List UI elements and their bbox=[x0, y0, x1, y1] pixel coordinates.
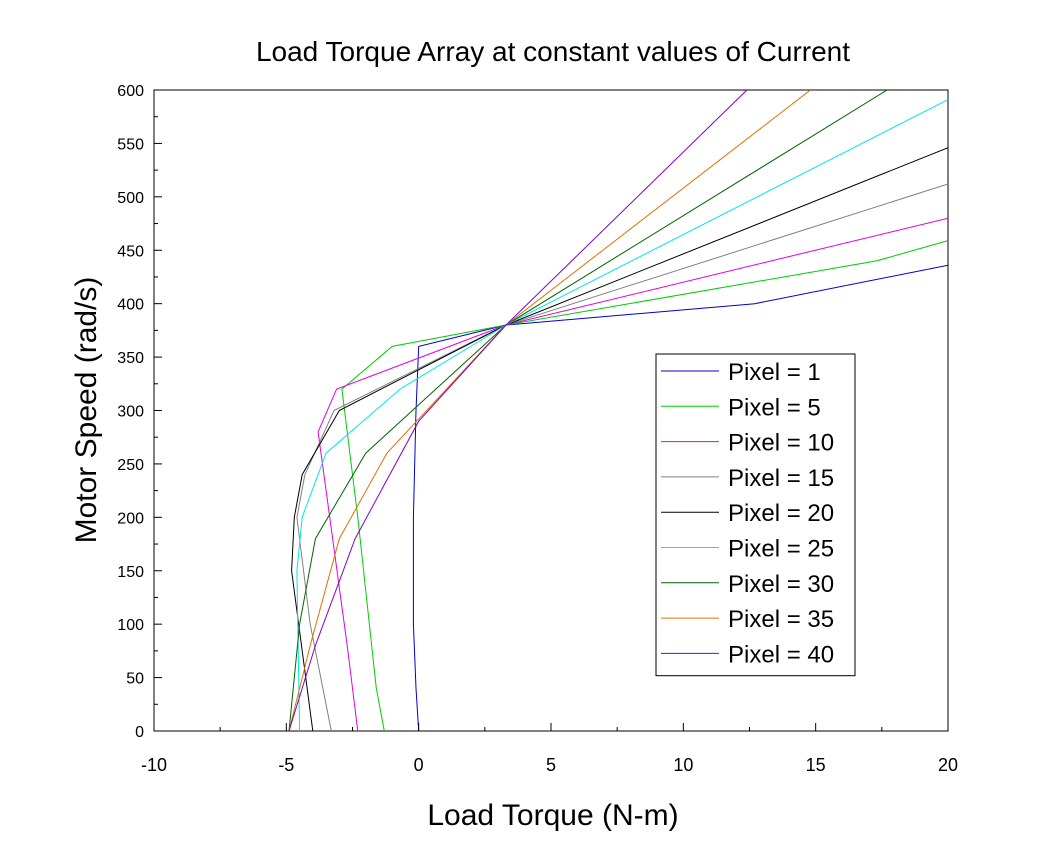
x-tick-label: 5 bbox=[546, 755, 556, 775]
legend-box bbox=[655, 353, 856, 677]
legend-label: Pixel = 10 bbox=[728, 430, 834, 457]
legend-label: Pixel = 1 bbox=[728, 359, 821, 386]
y-tick-label: 0 bbox=[135, 724, 144, 741]
series-line-7 bbox=[288, 90, 888, 731]
series-line-3 bbox=[317, 217, 948, 731]
series-line-9 bbox=[288, 90, 748, 731]
legend-label: Pixel = 30 bbox=[728, 571, 834, 598]
y-tick-label: 200 bbox=[117, 510, 144, 527]
y-tick-label: 450 bbox=[117, 243, 144, 260]
y-tick-label: 400 bbox=[117, 297, 144, 314]
legend-label: Pixel = 25 bbox=[728, 536, 834, 563]
axes: -10 -5 0 5 10 15 20050100150200250300350400450… bbox=[117, 83, 958, 775]
y-tick-label: 250 bbox=[117, 457, 144, 474]
x-tick-label: 10 bbox=[673, 755, 693, 775]
legend-label: Pixel = 5 bbox=[728, 394, 821, 421]
plot-area: -10 -5 0 5 10 15 20050100150200250300350400450… bbox=[117, 83, 958, 775]
series-line-8 bbox=[288, 90, 811, 731]
series-layer bbox=[288, 90, 948, 731]
series-line-1 bbox=[412, 264, 948, 731]
legend-label: Pixel = 40 bbox=[728, 641, 834, 668]
legend-label: Pixel = 15 bbox=[728, 465, 834, 492]
x-tick-label: 15 bbox=[806, 755, 826, 775]
y-tick-label: 500 bbox=[117, 190, 144, 207]
legend-label: Pixel = 35 bbox=[728, 606, 834, 633]
y-tick-label: 300 bbox=[117, 404, 144, 421]
series-line-2 bbox=[341, 240, 948, 731]
y-axis-title: Motor Speed (rad/s) bbox=[70, 277, 103, 544]
y-tick-label: 600 bbox=[117, 83, 144, 100]
x-tick-label: -5 bbox=[278, 755, 294, 775]
y-tick-label: 350 bbox=[117, 350, 144, 367]
legend-label: Pixel = 20 bbox=[728, 500, 834, 527]
legend: Pixel = 1 Pixel = 5 Pixel = 10 Pixel = 15 Pi… bbox=[655, 353, 856, 677]
x-tick-label: -10 bbox=[141, 755, 167, 775]
y-tick-label: 550 bbox=[117, 136, 144, 153]
x-tick-label: 0 bbox=[414, 755, 424, 775]
y-tick-label: 50 bbox=[126, 671, 144, 688]
x-tick-label: 20 bbox=[938, 755, 958, 775]
x-axis-title: Load Torque (N-m) bbox=[427, 799, 678, 832]
y-tick-label: 150 bbox=[117, 564, 144, 581]
chart-title: Load Torque Array at constant values of … bbox=[256, 36, 850, 67]
y-tick-label: 100 bbox=[117, 617, 144, 634]
